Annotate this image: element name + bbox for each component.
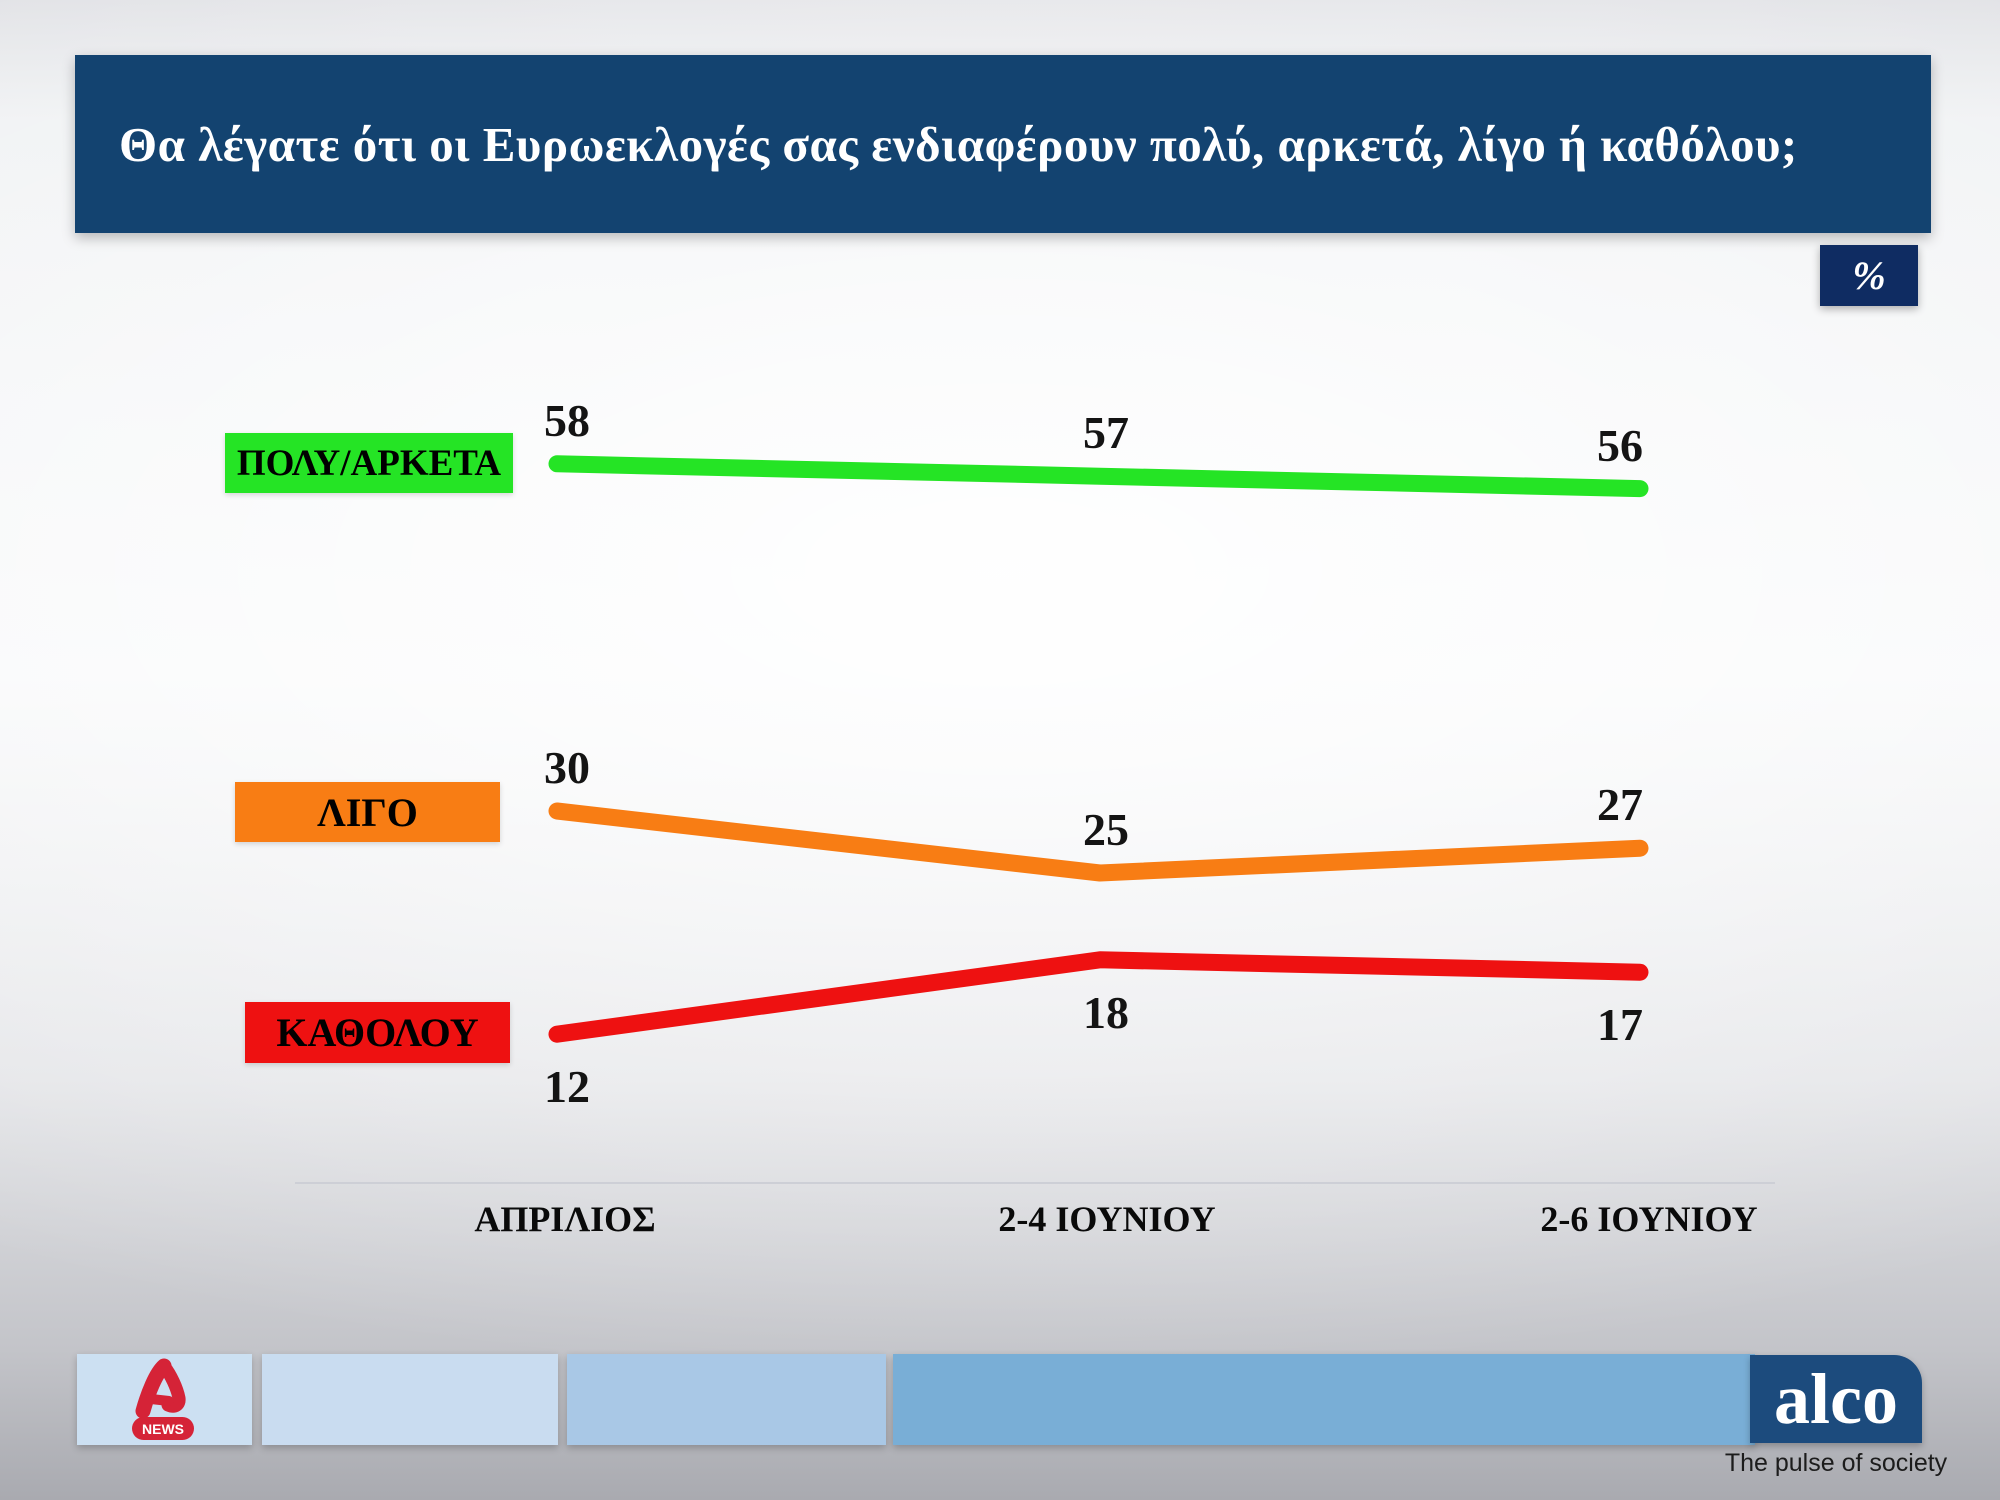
- x-axis-label-june-2-6: 2-6 ΙΟΥΝΙΟΥ: [1540, 1199, 1758, 1239]
- legend-item-katholou: ΚΑΘΟΛΟΥ: [245, 1002, 510, 1063]
- alco-tagline: The pulse of society: [1724, 1449, 1948, 1477]
- legend-item-poly-arketa: ΠΟΛΥ/ΑΡΚΕΤΑ: [225, 433, 513, 493]
- data-label-2-1: 18: [1083, 986, 1129, 1038]
- data-label-0-1: 57: [1083, 407, 1129, 459]
- data-label-0-2: 56: [1597, 419, 1643, 471]
- page-title: Θα λέγατε ότι οι Ευρωεκλογές σας ενδιαφέ…: [119, 116, 1798, 172]
- footer-box-4: [893, 1354, 1755, 1445]
- data-label-1-1: 25: [1083, 804, 1129, 855]
- data-label-2-2: 17: [1597, 999, 1643, 1051]
- series-line-1: [548, 802, 1649, 882]
- footer-box-3: [567, 1354, 886, 1445]
- data-label-2-0: 12: [544, 1061, 590, 1113]
- alpha-a-icon: NEWS: [131, 1358, 194, 1440]
- x-axis-baseline: [295, 1182, 1775, 1184]
- data-label-1-0: 30: [544, 742, 590, 793]
- legend-label: ΛΙΓΟ: [317, 789, 418, 835]
- alpha-news-logo: NEWS: [77, 1354, 252, 1445]
- data-label-0-0: 58: [544, 394, 590, 446]
- x-axis-label-june-2-4: 2-4 ΙΟΥΝΙΟΥ: [998, 1199, 1216, 1239]
- alco-logo: alco: [1750, 1355, 1922, 1443]
- percent-badge: %: [1820, 245, 1918, 306]
- x-axis-label-april: ΑΠΡΙΛΙΟΣ: [474, 1199, 656, 1239]
- data-label-1-2: 27: [1597, 779, 1643, 831]
- legend-label: ΚΑΘΟΛΟΥ: [276, 1010, 479, 1055]
- legend-item-ligo: ΛΙΓΟ: [235, 782, 500, 842]
- title-banner: Θα λέγατε ότι οι Ευρωεκλογές σας ενδιαφέ…: [75, 55, 1931, 233]
- footer-box-2: [262, 1354, 558, 1445]
- series-line-2: [548, 951, 1649, 1043]
- legend-label: ΠΟΛΥ/ΑΡΚΕΤΑ: [236, 442, 502, 484]
- alpha-news-label: NEWS: [142, 1421, 184, 1437]
- series-line-0: [548, 455, 1649, 498]
